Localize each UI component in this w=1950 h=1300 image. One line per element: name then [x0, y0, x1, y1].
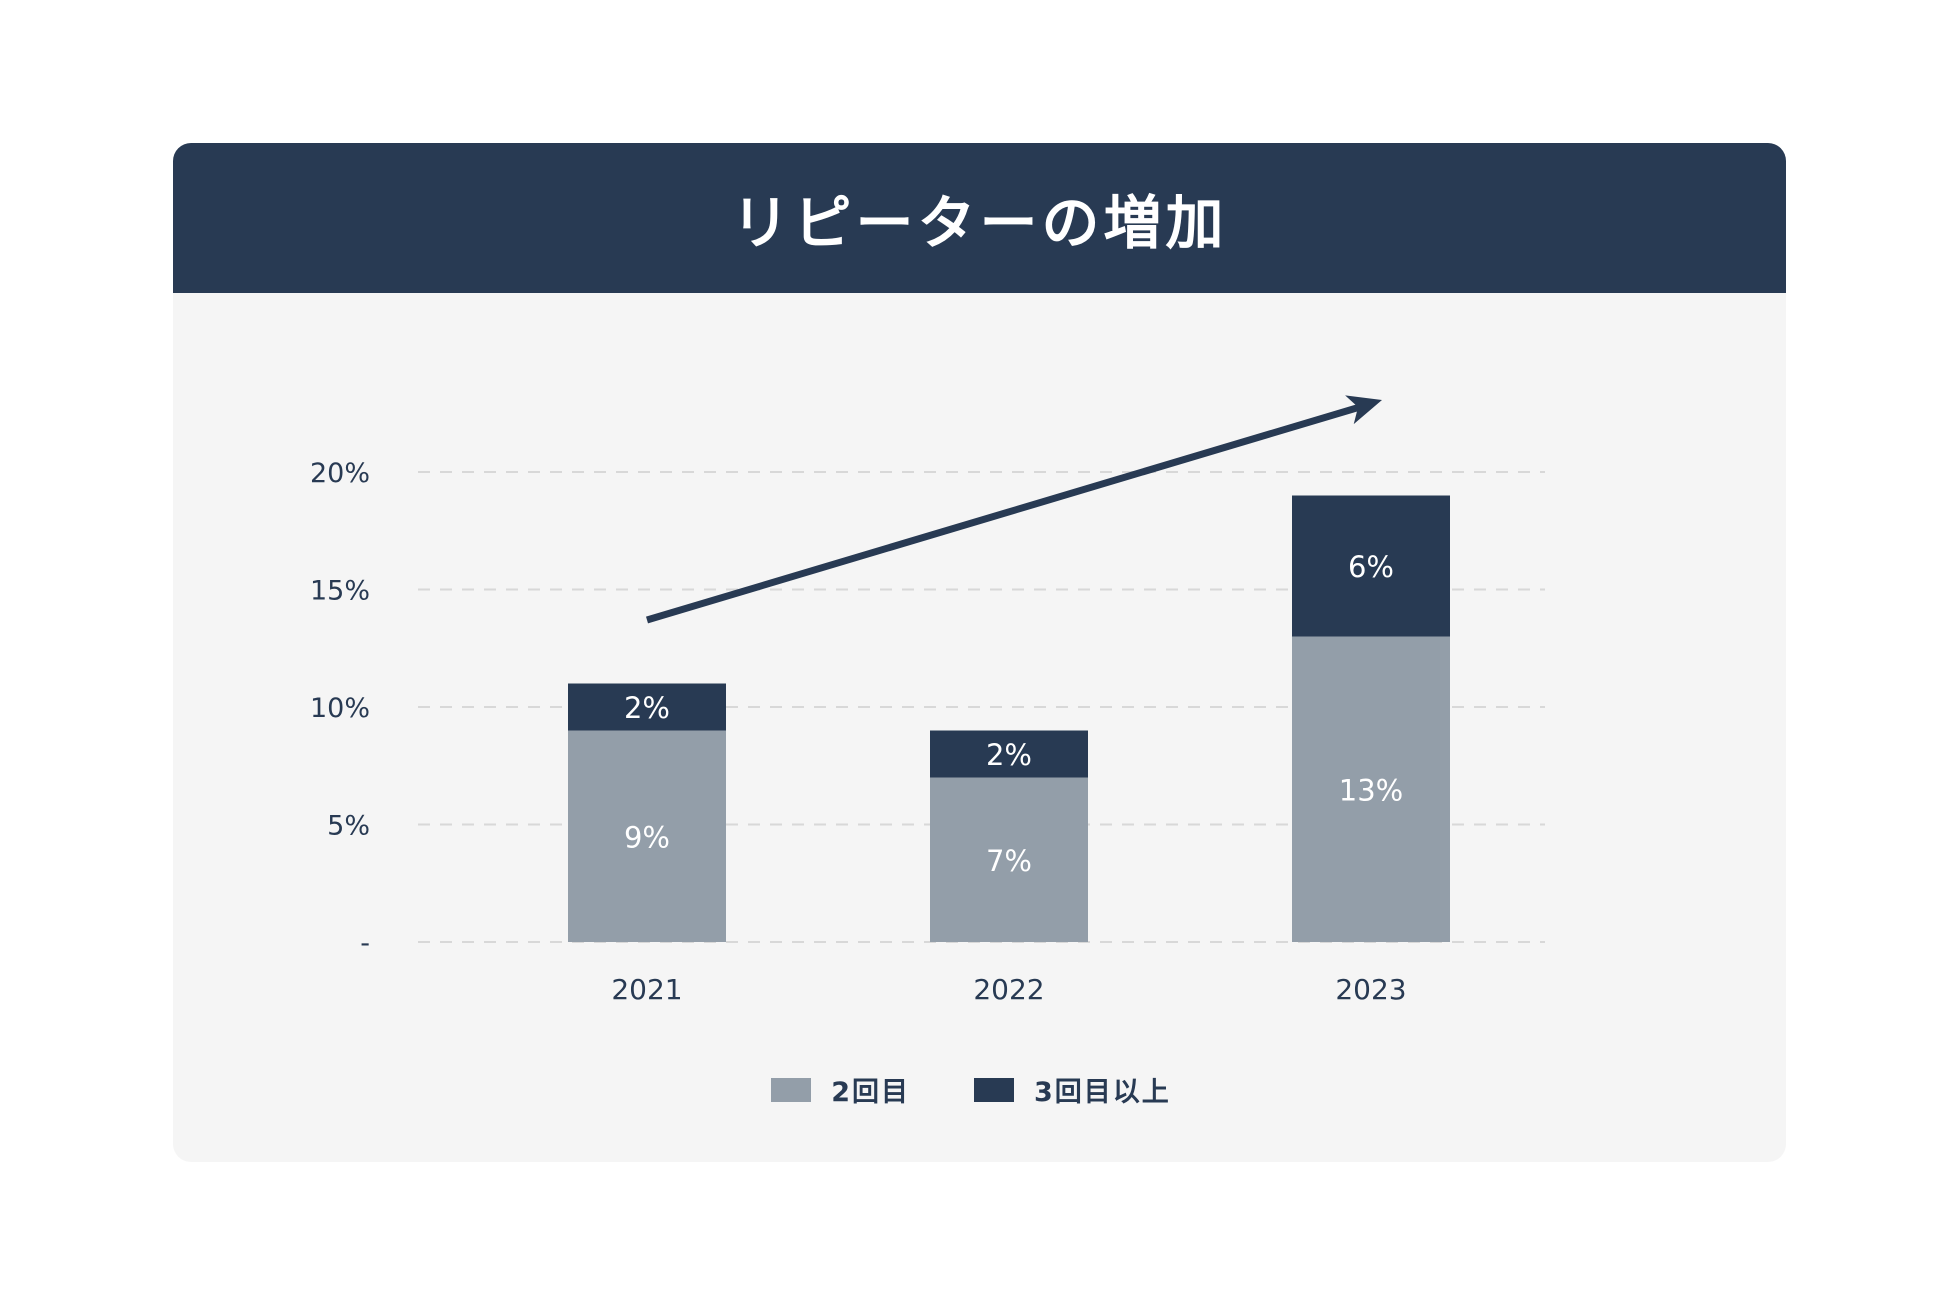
- legend-item-third: 3回目以上: [974, 1070, 1171, 1109]
- bar-segment: [1292, 636, 1450, 942]
- trend-arrow-head: [1345, 395, 1382, 425]
- y-tick-label: -: [360, 928, 370, 959]
- data-label: 6%: [1348, 550, 1394, 584]
- data-label: 2%: [624, 691, 670, 725]
- legend-label-second: 2回目: [831, 1077, 910, 1108]
- legend-swatch-third: [974, 1077, 1014, 1102]
- bar-segment: [568, 683, 726, 731]
- trend-arrow-line: [645, 403, 1362, 624]
- chart-header: リピーターの増加: [173, 143, 1786, 293]
- x-tick-label: 2023: [1335, 973, 1406, 1006]
- bar-segment: [1292, 495, 1450, 637]
- x-tick-label: 2021: [611, 973, 682, 1006]
- bar-segment: [930, 777, 1088, 942]
- chart-legend: 2回目 3回目以上: [0, 1070, 1946, 1109]
- data-label: 13%: [1339, 773, 1403, 807]
- data-label: 9%: [624, 820, 670, 854]
- legend-swatch-second: [771, 1077, 812, 1102]
- legend-item-second: 2回目: [771, 1070, 910, 1109]
- y-tick-label: 15%: [310, 576, 370, 607]
- bar-segment: [930, 730, 1088, 778]
- chart-card: リピーターの増加: [173, 143, 1786, 1162]
- data-label: 7%: [986, 844, 1032, 878]
- data-label: 2%: [986, 738, 1032, 772]
- x-tick-label: 2022: [973, 973, 1044, 1006]
- y-tick-label: 10%: [310, 693, 370, 724]
- bar-segment: [568, 730, 726, 942]
- legend-label-third: 3回目以上: [1034, 1077, 1171, 1108]
- y-tick-label: 20%: [310, 458, 370, 489]
- y-tick-label: 5%: [327, 811, 370, 842]
- chart-title: リピーターの増加: [731, 189, 1228, 257]
